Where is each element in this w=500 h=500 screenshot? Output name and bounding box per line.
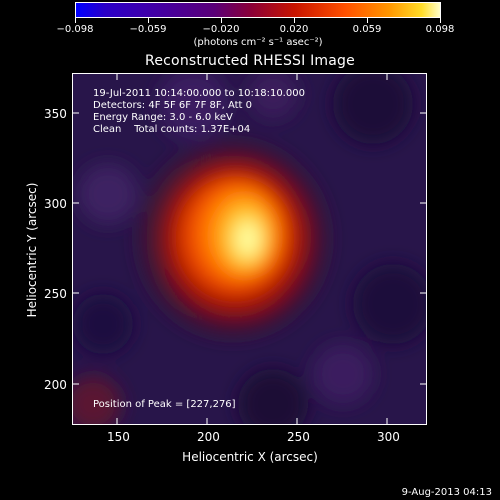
y-tick-label: 300: [44, 197, 67, 211]
colorbar-units: (photons cm⁻² s⁻¹ asec⁻²): [193, 37, 323, 48]
colorbar-tick-label: −0.020: [202, 24, 240, 35]
method-counts-text: Clean Total counts: 1.37E+04: [93, 124, 251, 135]
colorbar-tick-label: 0.059: [352, 24, 382, 35]
energy-range-text: Energy Range: 3.0 - 6.0 keV: [93, 112, 233, 123]
x-tick-label: 150: [107, 430, 130, 444]
footer-date: 9-Aug-2013 04:13: [401, 487, 492, 498]
colorbar-tick-mark: [294, 18, 295, 23]
colorbar: [75, 2, 441, 18]
x-axis-label: Heliocentric X (arcsec): [182, 450, 318, 464]
colorbar-tick-label: 0.098: [425, 24, 455, 35]
y-tick-label: 350: [44, 107, 67, 121]
peak-position-text: Position of Peak = [227,276]: [93, 399, 236, 410]
x-tick-label: 300: [377, 430, 400, 444]
plot-title: Reconstructed RHESSI Image: [145, 53, 355, 69]
x-tick-label: 250: [287, 430, 310, 444]
y-axis-label: Heliocentric Y (arcsec): [25, 182, 39, 318]
colorbar-tick-mark: [221, 18, 222, 23]
colorbar-tick-label: −0.059: [129, 24, 167, 35]
colorbar-tick-label: −0.098: [56, 24, 94, 35]
colorbar-tick-label: 0.020: [279, 24, 309, 35]
y-tick-label: 200: [44, 378, 67, 392]
colorbar-tick-mark: [148, 18, 149, 23]
rhessi-image-svg: [73, 74, 426, 424]
emission-layers: [73, 74, 426, 424]
colorbar-tick-mark: [367, 18, 368, 23]
y-tick-label: 250: [44, 287, 67, 301]
rhessi-image: 19-Jul-2011 10:14:00.000 to 10:18:10.000…: [72, 73, 427, 425]
detectors-text: Detectors: 4F 5F 6F 7F 8F, Att 0: [93, 100, 253, 111]
colorbar-tick-mark: [75, 18, 76, 23]
time-range-text: 19-Jul-2011 10:14:00.000 to 10:18:10.000: [93, 88, 305, 99]
x-tick-label: 200: [197, 430, 220, 444]
colorbar-tick-mark: [440, 18, 441, 23]
